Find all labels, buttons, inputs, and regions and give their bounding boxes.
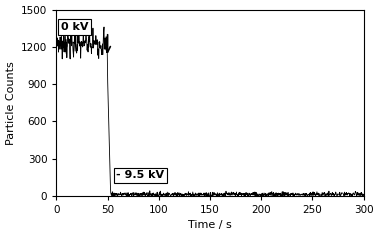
Text: 0 kV: 0 kV xyxy=(61,22,89,32)
X-axis label: Time / s: Time / s xyxy=(188,220,232,230)
Text: - 9.5 kV: - 9.5 kV xyxy=(116,170,164,180)
Y-axis label: Particle Counts: Particle Counts xyxy=(6,61,16,145)
